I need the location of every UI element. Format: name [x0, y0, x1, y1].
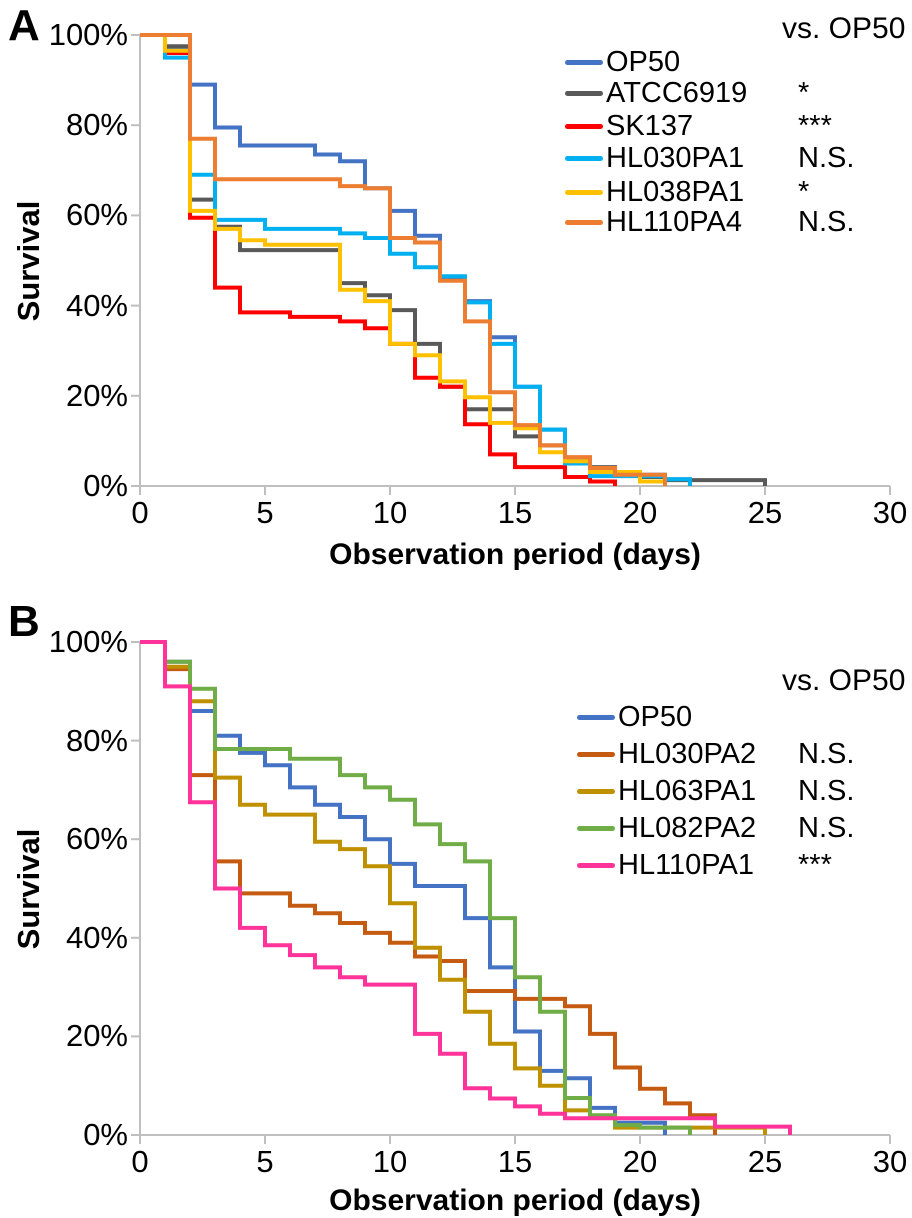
series-curve-HL063PA1 — [140, 640, 767, 1135]
series-curve-HL110PA4 — [140, 33, 667, 486]
series-curve-HL110PA1 — [140, 640, 792, 1135]
series-curve-HL082PA2 — [140, 640, 692, 1135]
series-curve-HL030PA1 — [140, 33, 692, 486]
series-curve-HL030PA2 — [140, 640, 717, 1135]
series-curve-ATCC6919 — [140, 33, 767, 486]
series-curve-HL038PA1 — [140, 33, 667, 486]
series-curve-SK137 — [140, 33, 617, 486]
